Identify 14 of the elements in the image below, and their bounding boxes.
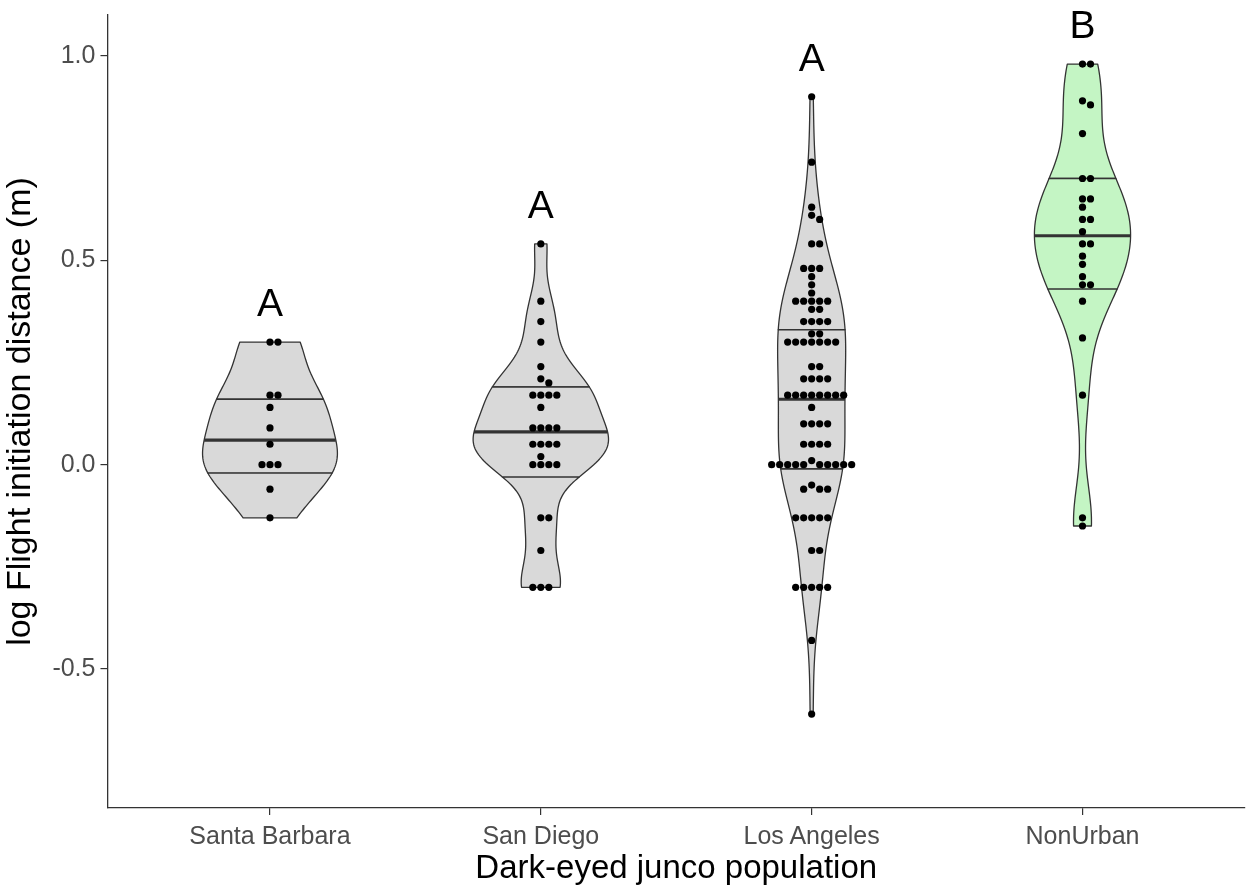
x-tick-label: Santa Barbara (189, 821, 351, 850)
x-tick-label: NonUrban (1025, 821, 1140, 850)
annotation: B (1069, 2, 1096, 46)
y-axis-title: log Flight initiation distance (m) (0, 177, 38, 646)
annotation: A (527, 182, 554, 226)
annotation: A (256, 280, 283, 324)
x-tick-label: San Diego (482, 821, 600, 850)
y-tick-label: 0.0 (60, 448, 96, 477)
y-tick-label: 1.0 (60, 39, 96, 68)
x-axis-title: Dark-eyed junco population (475, 848, 878, 886)
y-tick-label: -0.5 (52, 652, 96, 681)
x-tick-label: Los Angeles (743, 821, 880, 850)
y-tick-label: 0.5 (60, 244, 96, 273)
annotation: A (798, 35, 825, 79)
